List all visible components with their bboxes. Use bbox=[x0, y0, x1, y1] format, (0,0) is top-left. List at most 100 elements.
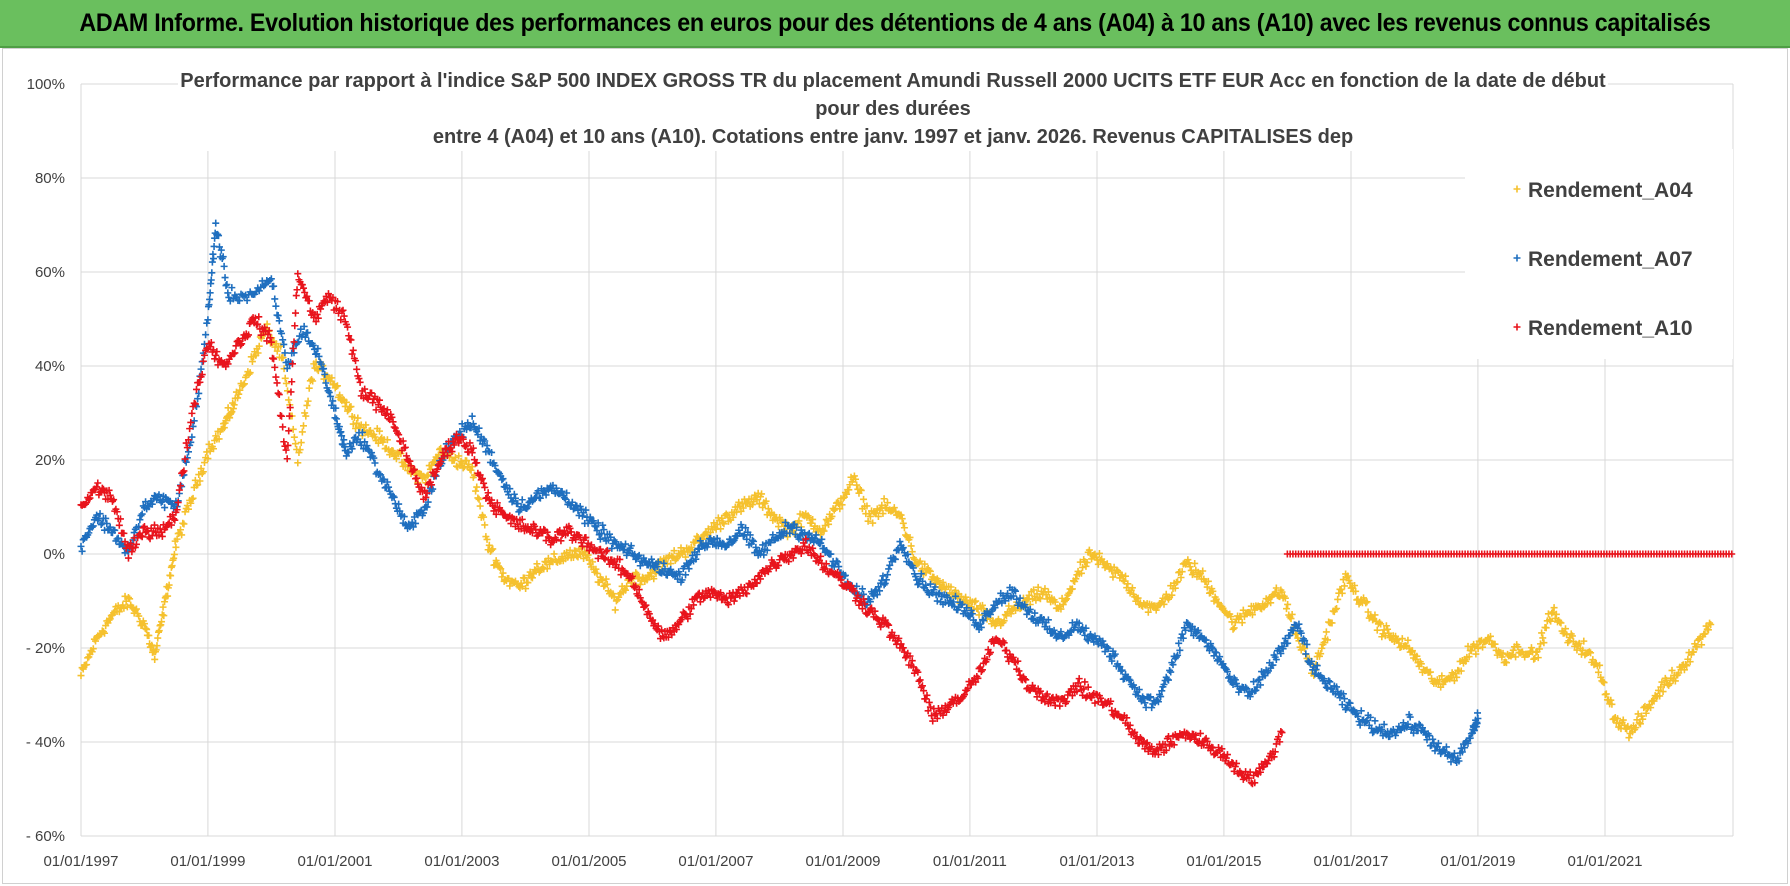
data-point bbox=[650, 575, 658, 583]
data-point bbox=[1404, 720, 1412, 728]
data-point bbox=[775, 523, 782, 531]
data-point bbox=[1320, 675, 1328, 683]
data-point bbox=[1277, 649, 1285, 657]
data-point bbox=[1683, 662, 1691, 670]
data-point bbox=[1499, 649, 1507, 657]
data-point bbox=[408, 518, 416, 526]
data-point bbox=[248, 358, 256, 366]
data-point bbox=[1313, 662, 1321, 670]
data-point bbox=[1434, 739, 1442, 747]
y-tick-label: - 60% bbox=[26, 828, 65, 845]
data-point bbox=[717, 525, 725, 533]
data-point bbox=[467, 466, 475, 474]
data-point bbox=[789, 554, 797, 562]
data-point bbox=[528, 574, 536, 582]
data-point bbox=[1540, 639, 1548, 647]
data-point bbox=[154, 634, 162, 642]
data-point bbox=[900, 648, 908, 656]
data-point bbox=[552, 536, 560, 544]
data-point bbox=[563, 489, 571, 497]
data-point bbox=[1012, 587, 1020, 595]
data-point bbox=[947, 583, 955, 591]
data-point bbox=[581, 548, 589, 556]
data-point bbox=[555, 528, 563, 536]
data-point bbox=[596, 545, 604, 553]
data-point bbox=[210, 445, 218, 453]
data-point bbox=[1363, 598, 1371, 606]
data-point bbox=[175, 486, 183, 494]
data-point bbox=[890, 632, 898, 640]
data-point bbox=[491, 462, 499, 470]
data-point bbox=[1308, 657, 1316, 665]
data-point bbox=[448, 448, 456, 456]
data-point bbox=[1044, 588, 1052, 596]
data-point bbox=[158, 611, 166, 619]
data-point bbox=[861, 600, 869, 608]
data-point bbox=[236, 386, 244, 394]
data-point bbox=[317, 305, 325, 313]
data-point bbox=[1022, 676, 1030, 684]
data-point bbox=[291, 322, 299, 330]
data-point bbox=[220, 262, 228, 270]
data-point bbox=[654, 558, 662, 566]
data-point bbox=[199, 468, 207, 476]
data-point bbox=[1104, 644, 1112, 652]
data-point bbox=[1597, 673, 1605, 681]
data-point bbox=[484, 489, 492, 497]
data-point bbox=[459, 435, 467, 443]
data-point bbox=[283, 455, 291, 463]
data-point bbox=[1000, 617, 1008, 625]
data-point bbox=[916, 676, 924, 684]
data-point bbox=[830, 506, 838, 514]
data-point bbox=[254, 349, 262, 357]
data-point bbox=[1075, 619, 1083, 627]
data-point bbox=[385, 415, 393, 423]
data-point bbox=[795, 517, 803, 525]
data-point bbox=[759, 503, 767, 511]
data-point bbox=[265, 327, 273, 335]
data-point bbox=[828, 512, 836, 520]
data-point bbox=[1355, 717, 1363, 725]
data-point bbox=[230, 350, 238, 358]
data-point bbox=[355, 375, 363, 383]
data-point bbox=[289, 425, 297, 433]
data-point bbox=[1620, 721, 1628, 729]
data-point bbox=[837, 576, 845, 584]
data-point bbox=[880, 495, 888, 503]
data-point bbox=[1354, 712, 1362, 720]
legend-marker bbox=[1513, 323, 1521, 331]
data-point bbox=[1126, 676, 1134, 684]
data-point bbox=[801, 542, 809, 550]
data-point bbox=[353, 365, 361, 373]
data-point bbox=[1378, 725, 1386, 733]
data-point bbox=[323, 298, 331, 306]
data-point bbox=[914, 668, 922, 676]
data-point bbox=[879, 572, 887, 580]
data-point bbox=[206, 343, 214, 351]
data-point bbox=[871, 607, 879, 615]
data-point bbox=[159, 603, 167, 611]
data-point bbox=[1353, 709, 1361, 717]
data-point bbox=[161, 504, 169, 512]
data-point bbox=[668, 552, 676, 560]
data-point bbox=[1542, 624, 1550, 632]
data-point bbox=[1267, 599, 1275, 607]
y-tick-label: 80% bbox=[35, 170, 65, 187]
data-point bbox=[635, 551, 643, 559]
data-point bbox=[232, 293, 240, 301]
data-point bbox=[164, 592, 172, 600]
data-point bbox=[1534, 654, 1542, 662]
data-point bbox=[431, 472, 439, 480]
data-point bbox=[922, 581, 930, 589]
data-point bbox=[1318, 644, 1326, 652]
data-point bbox=[642, 601, 650, 609]
data-point bbox=[921, 560, 929, 568]
data-point bbox=[1246, 693, 1254, 701]
data-point bbox=[628, 572, 636, 580]
data-point bbox=[502, 481, 510, 489]
data-point bbox=[1191, 559, 1199, 567]
data-point bbox=[1650, 697, 1658, 705]
data-point bbox=[475, 495, 483, 503]
data-point bbox=[214, 230, 222, 238]
x-tick-label: 01/01/2011 bbox=[933, 853, 1007, 870]
